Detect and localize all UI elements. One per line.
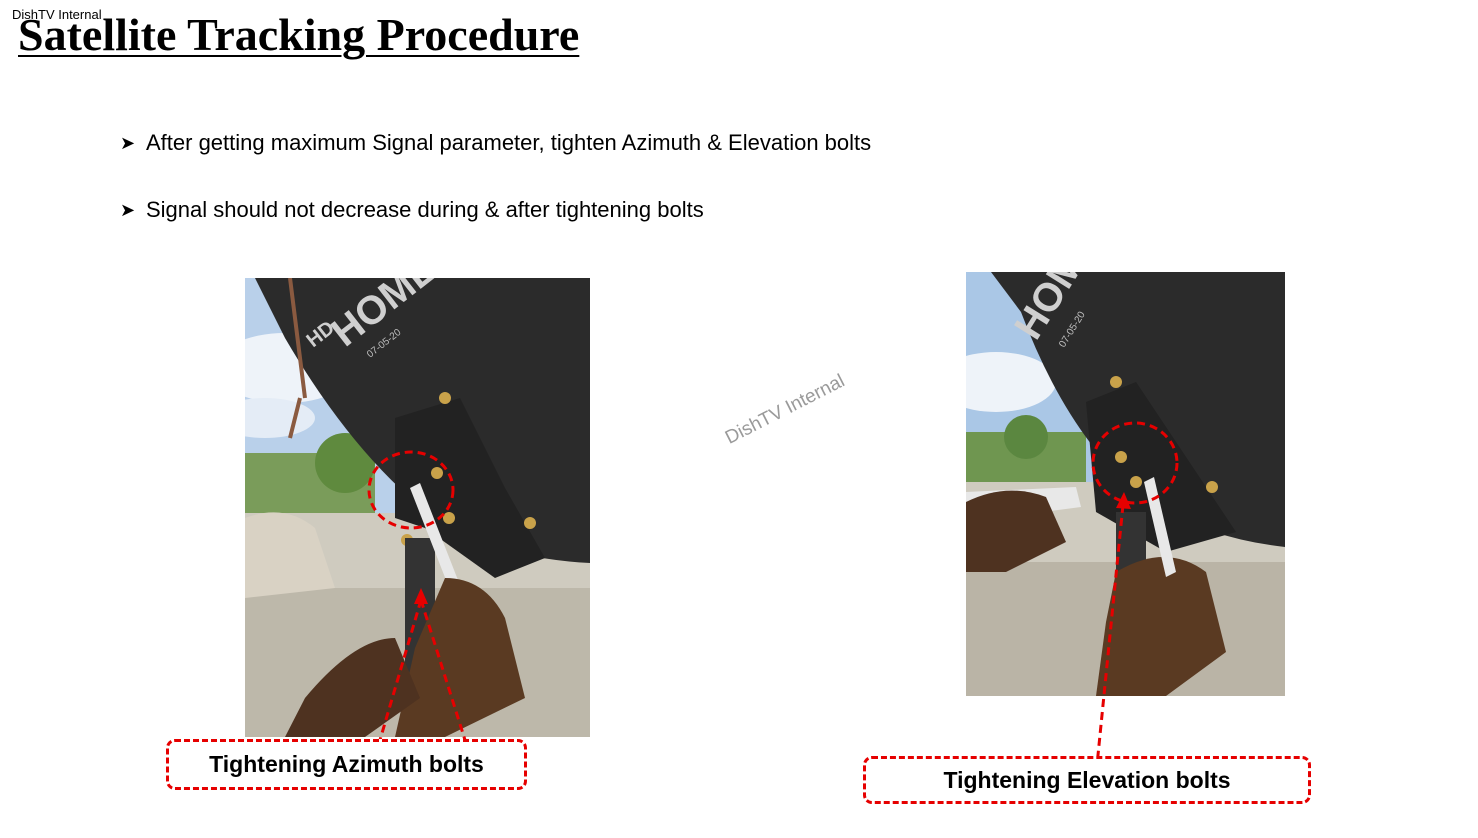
page-title: Satellite Tracking Procedure <box>18 9 580 60</box>
elevation-bolts-photo: HOME 07-05-20 <box>966 272 1285 696</box>
bullet-text: After getting maximum Signal parameter, … <box>146 130 872 155</box>
watermark-text: DishTV Internal <box>722 370 849 449</box>
arrow-bullet-icon: ➤ <box>120 132 136 153</box>
bullet-list: ➤ After getting maximum Signal parameter… <box>120 126 871 260</box>
bullet-item: ➤ Signal should not decrease during & af… <box>120 193 871 227</box>
azimuth-bolts-photo: HOME HD 07-05-20 <box>245 278 590 737</box>
bullet-text: Signal should not decrease during & afte… <box>146 197 704 222</box>
arrow-bullet-icon: ➤ <box>120 199 136 220</box>
azimuth-callout: Tightening Azimuth bolts <box>166 739 527 790</box>
azimuth-callout-label: Tightening Azimuth bolts <box>209 751 484 777</box>
bullet-item: ➤ After getting maximum Signal parameter… <box>120 126 871 160</box>
classification-label: DishTV Internal <box>12 7 102 22</box>
elevation-callout: Tightening Elevation bolts <box>863 756 1311 804</box>
elevation-callout-label: Tightening Elevation bolts <box>943 766 1231 793</box>
